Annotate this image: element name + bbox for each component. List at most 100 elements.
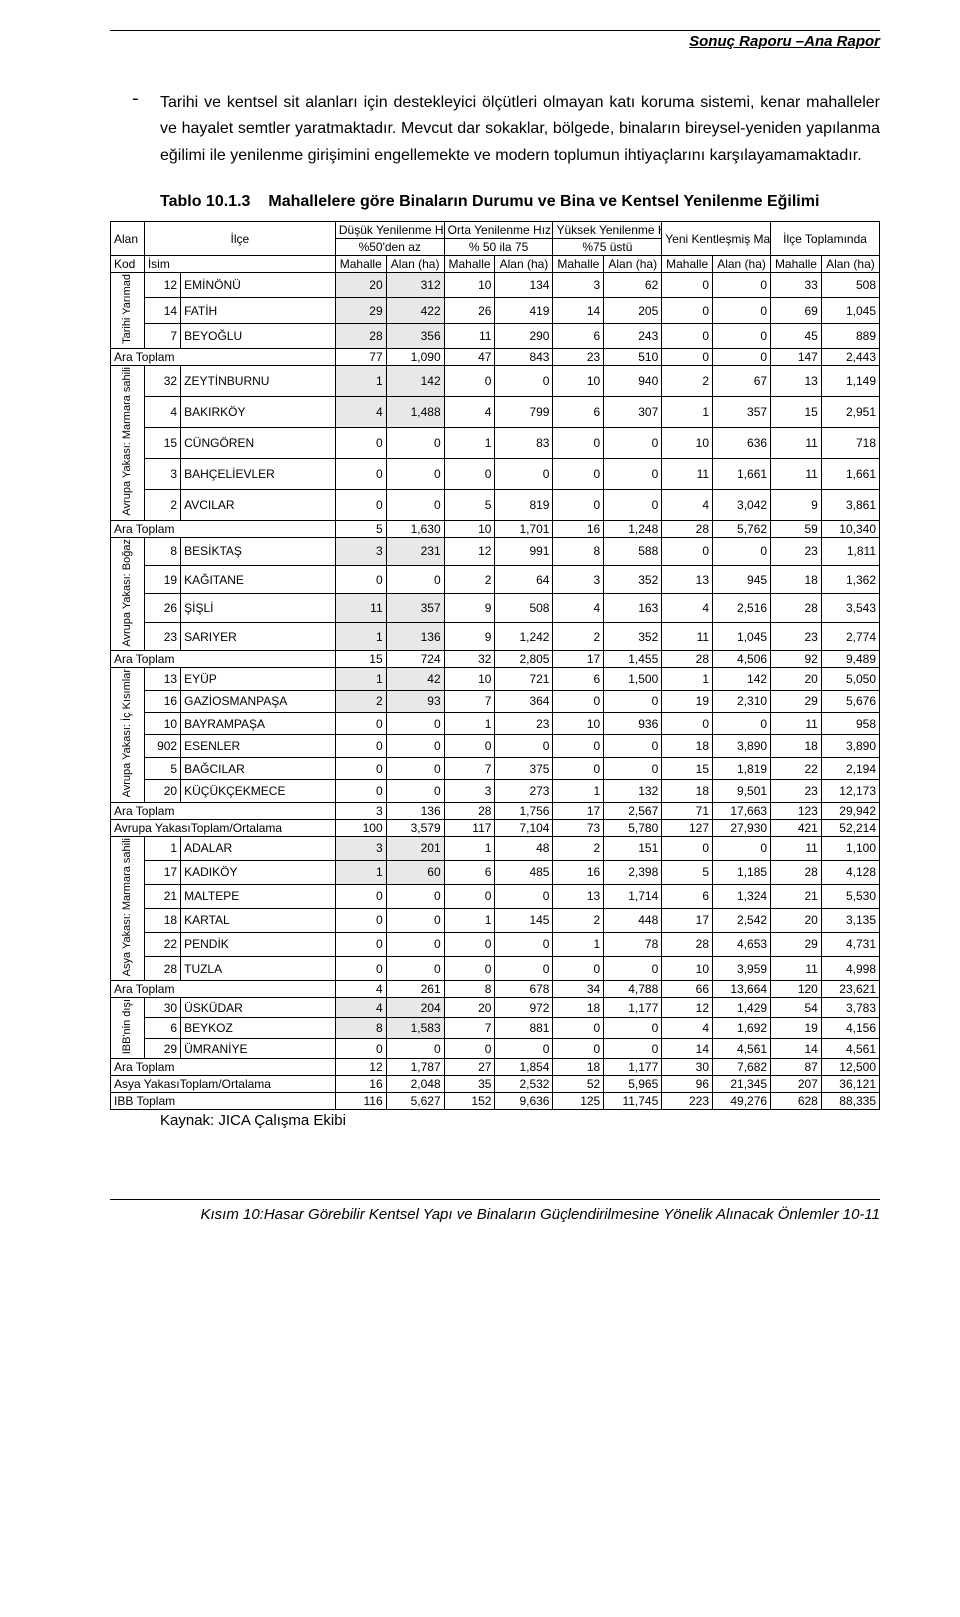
table-cell: 0 (553, 957, 604, 981)
table-cell: 28 (662, 651, 713, 668)
table-cell: 30 (144, 998, 180, 1018)
table-cell: 11 (662, 458, 713, 489)
th-yuksek2: %75 üstü (553, 239, 662, 256)
table-cell: 2,443 (821, 349, 879, 366)
table-cell: 2,194 (821, 757, 879, 779)
table-cell: KADIKÖY (181, 860, 336, 884)
table-cell: 142 (386, 366, 444, 397)
table-cell: 6 (444, 860, 495, 884)
table-cell: 23 (771, 780, 822, 802)
table-cell: 0 (444, 735, 495, 757)
table-cell: 16 (144, 690, 180, 712)
table-row: 14FATİH29422264191420500691,045 (111, 298, 880, 323)
table-cell: 0 (662, 349, 713, 366)
table-cell: FATİH (181, 298, 336, 323)
table-cell: 1,854 (495, 1059, 553, 1076)
table-cell: 0 (335, 458, 386, 489)
table-cell: 1,100 (821, 836, 879, 860)
table-cell: 448 (604, 908, 662, 932)
table-cell: 1,787 (386, 1059, 444, 1076)
table-cell: 9,636 (495, 1093, 553, 1110)
table-cell: 4 (662, 489, 713, 520)
table-cell: 902 (144, 735, 180, 757)
table-cell: 0 (553, 757, 604, 779)
th-yuksek: Yüksek Yenilenme Hızı (553, 222, 662, 239)
table-row: 29ÜMRANİYE000000144,561144,561 (111, 1038, 880, 1058)
table-row: 21MALTEPE0000131,71461,324215,530 (111, 884, 880, 908)
table-cell: 678 (495, 981, 553, 998)
table-cell: Ara Toplam (111, 651, 336, 668)
table-cell: 0 (335, 884, 386, 908)
table-cell: 1,819 (713, 757, 771, 779)
table-cell: 3 (335, 537, 386, 565)
table-cell: 67 (713, 366, 771, 397)
table-cell: 312 (386, 273, 444, 298)
table-cell: 117 (444, 819, 495, 836)
table-cell: 0 (662, 323, 713, 348)
table-cell: 10 (662, 957, 713, 981)
table-cell: 2,951 (821, 396, 879, 427)
table-cell: 60 (386, 860, 444, 884)
table-cell: Asya YakasıToplam/Ortalama (111, 1076, 336, 1093)
table-cell: 47 (444, 349, 495, 366)
table-cell: 2 (553, 908, 604, 932)
table-cell: 52,214 (821, 819, 879, 836)
table-cell: 12 (144, 273, 180, 298)
table-cell: 0 (604, 735, 662, 757)
table-cell: 28 (771, 860, 822, 884)
table-cell: 3,861 (821, 489, 879, 520)
table-row: 5BAĞCILAR00737500151,819222,194 (111, 757, 880, 779)
table-cell: 17 (144, 860, 180, 884)
table-cell: 0 (495, 458, 553, 489)
table-cell: 0 (553, 690, 604, 712)
table-cell: 0 (662, 273, 713, 298)
table-row: Avrupa Yakası: İç Kısımlar13EYÜP14210721… (111, 668, 880, 690)
table-cell: 0 (495, 932, 553, 956)
table-cell: 5 (444, 489, 495, 520)
table-cell: 1,756 (495, 802, 553, 819)
table-cell: 10 (444, 273, 495, 298)
table-cell: 3,959 (713, 957, 771, 981)
th-dusuk2: %50'den az (335, 239, 444, 256)
table-cell: 5 (335, 520, 386, 537)
table-cell: 991 (495, 537, 553, 565)
table-cell: 21 (144, 884, 180, 908)
table-cell: 42 (386, 668, 444, 690)
table-cell: 1,661 (821, 458, 879, 489)
area-label: Asya Yakası: Marmara sahili (111, 836, 145, 980)
table-cell: 13 (144, 668, 180, 690)
table-cell: 0 (335, 566, 386, 594)
table-source: Kaynak: JICA Çalışma Ekibi (110, 1112, 880, 1129)
table-cell: 15 (144, 427, 180, 458)
bullet-dash: - (130, 90, 141, 110)
table-cell: 27 (444, 1059, 495, 1076)
table-cell: 0 (386, 735, 444, 757)
table-cell: 0 (335, 735, 386, 757)
table-cell: EMİNÖNÜ (181, 273, 336, 298)
table-cell: 0 (713, 323, 771, 348)
table-cell: 28 (662, 520, 713, 537)
table-cell: 11 (771, 836, 822, 860)
table-cell: 0 (386, 427, 444, 458)
table-cell: 4 (144, 396, 180, 427)
header-rule (110, 30, 880, 31)
table-cell: 4 (662, 1018, 713, 1038)
table-cell: 0 (553, 1038, 604, 1058)
table-row: 18KARTAL0011452448172,542203,135 (111, 908, 880, 932)
table-cell: 20 (771, 668, 822, 690)
table-cell: 92 (771, 651, 822, 668)
table-cell: 36,121 (821, 1076, 879, 1093)
table-cell: 1 (335, 860, 386, 884)
table-cell: 93 (386, 690, 444, 712)
table-cell: 1,090 (386, 349, 444, 366)
table-cell: 20 (335, 273, 386, 298)
table-cell: 88,335 (821, 1093, 879, 1110)
table-cell: 136 (386, 802, 444, 819)
table-cell: 972 (495, 998, 553, 1018)
table-row: 15CÜNGÖREN00183001063611718 (111, 427, 880, 458)
area-label: IBB'nin dışı (111, 998, 145, 1059)
table-row: 20KÜÇÜKÇEKMECE0032731132189,5012312,173 (111, 780, 880, 802)
table-cell: 2,774 (821, 622, 879, 650)
table-cell: 485 (495, 860, 553, 884)
table-cell: 2 (662, 366, 713, 397)
